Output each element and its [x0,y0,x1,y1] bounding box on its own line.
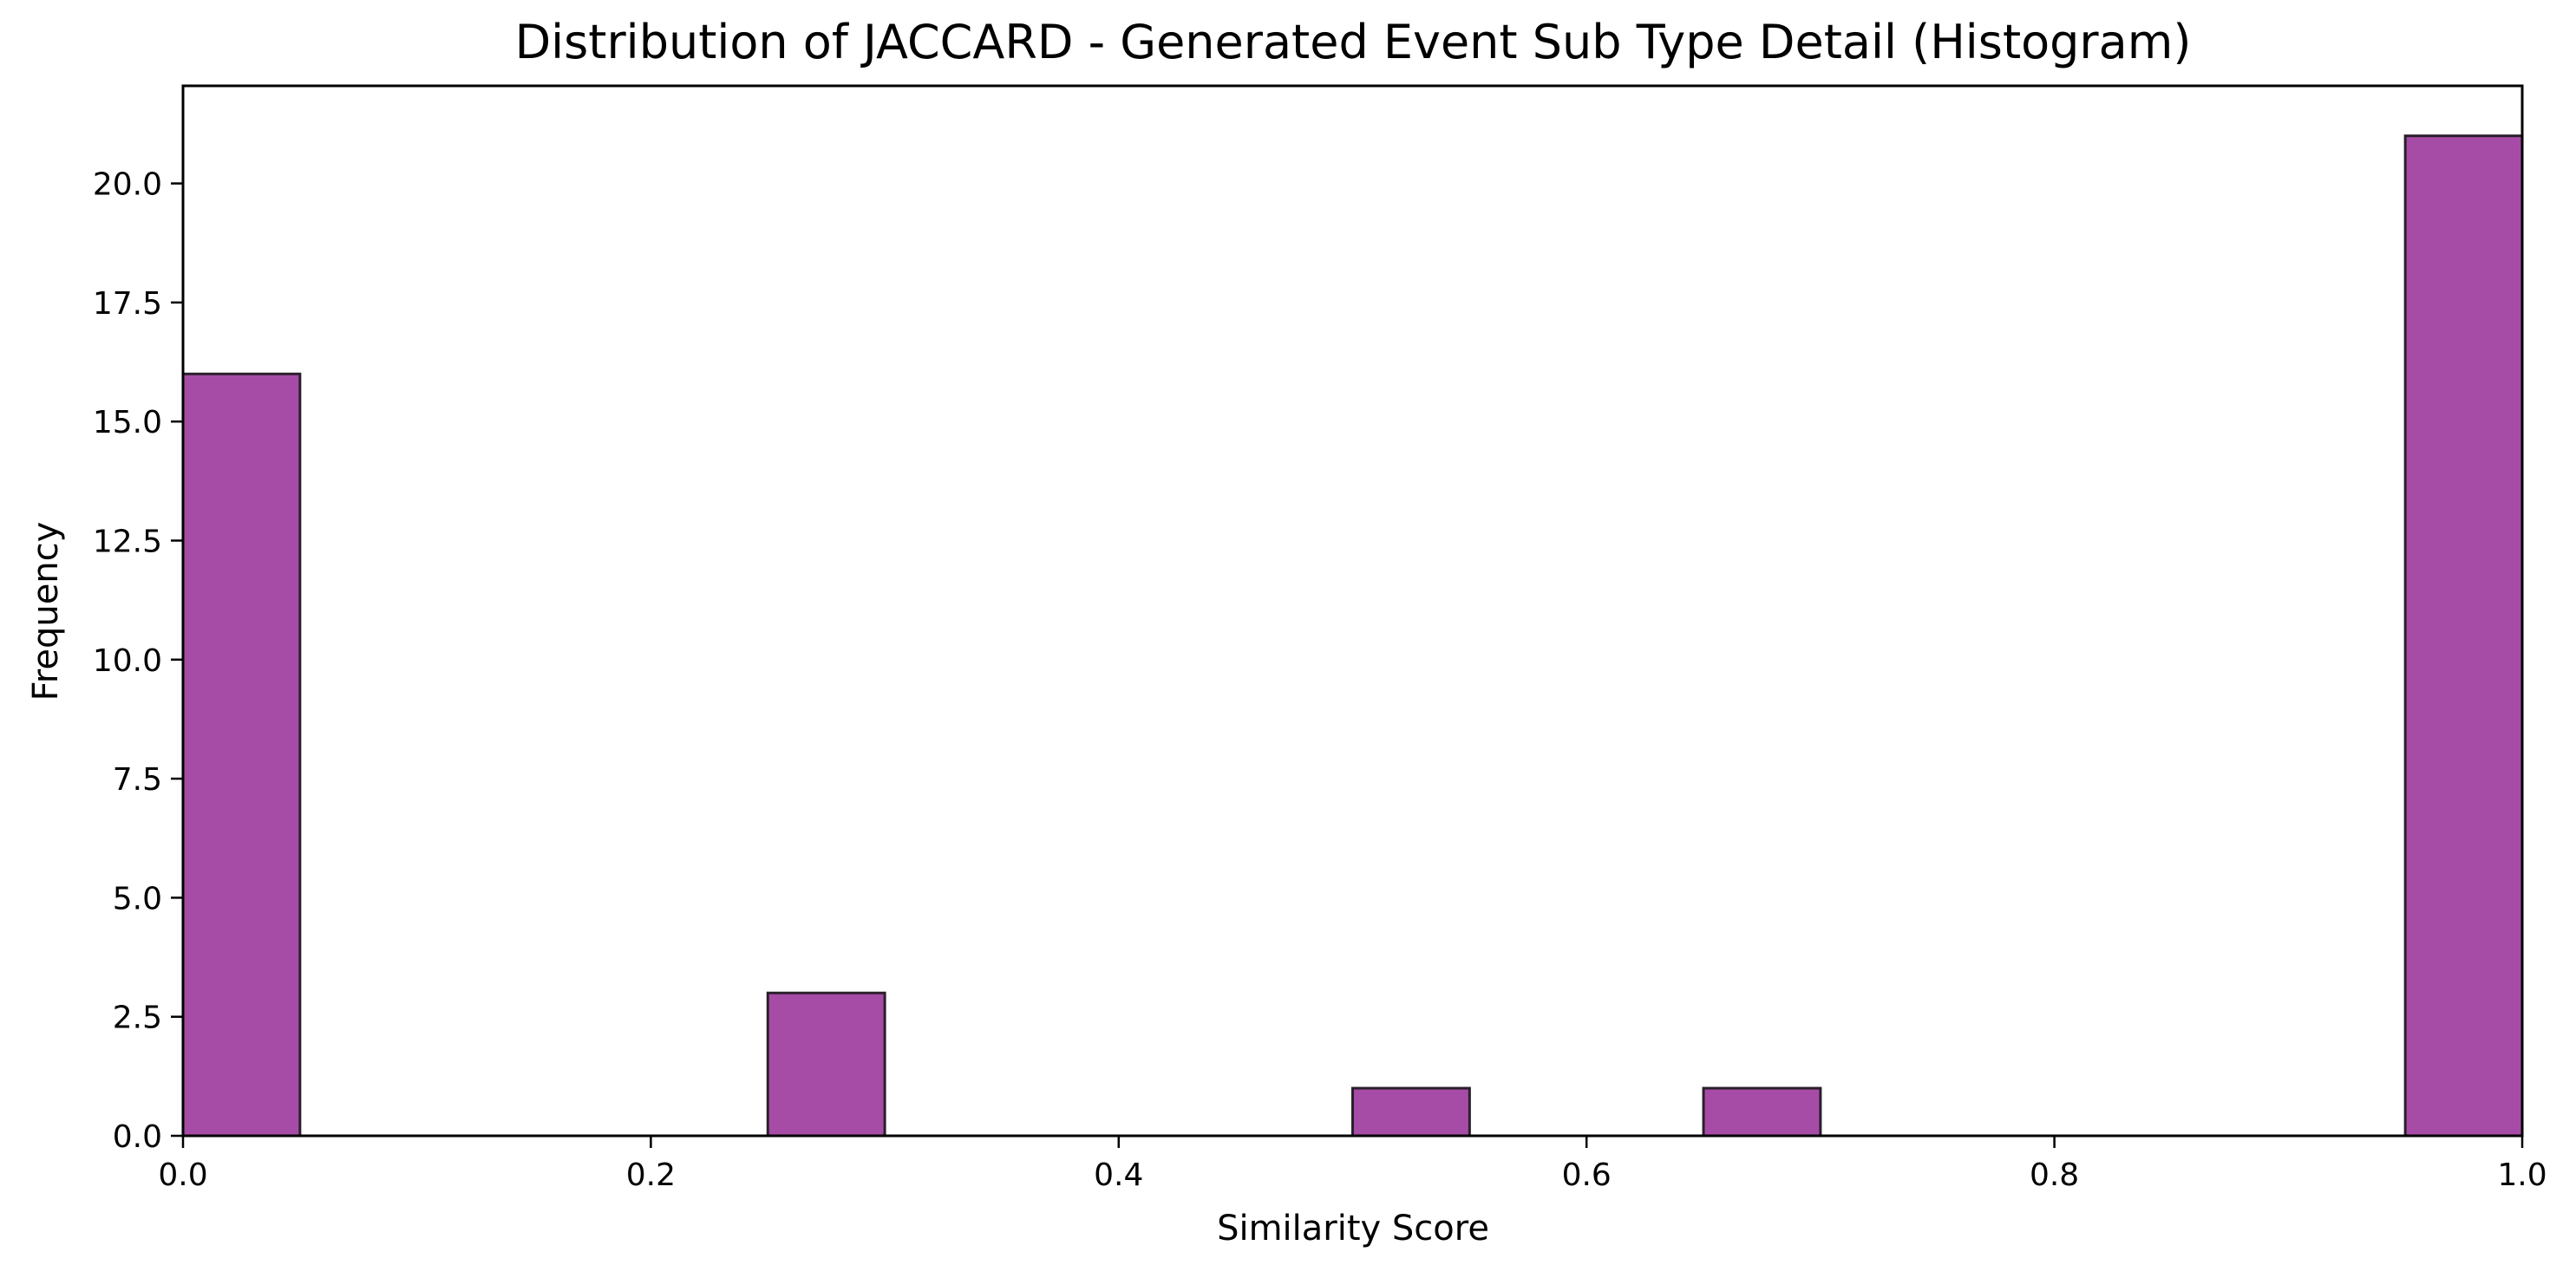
y-tick-label-7: 17.5 [93,286,162,322]
histogram-bar-2 [1351,1086,1471,1138]
plot-frame [181,84,2524,1138]
x-tick-label-3: 0.6 [1562,1157,1612,1193]
y-axis-ticks: 0.0 2.5 5.0 7.5 10.0 12.5 15.0 17.5 20.0 [93,167,183,1155]
y-tick-label-2: 5.0 [113,881,162,916]
y-tick-label-4: 10.0 [93,643,162,679]
x-tick-label-1: 0.2 [626,1157,676,1193]
x-axis-label: Similarity Score [1217,1209,1489,1249]
x-tick-label-5: 1.0 [2497,1157,2547,1193]
histogram-bar-0 [181,372,302,1138]
y-axis-label: Frequency [26,522,66,701]
x-tick-label-4: 0.8 [2030,1157,2079,1193]
histogram-bar-1 [766,991,886,1138]
y-tick-label-1: 2.5 [113,1001,162,1036]
y-tick-label-0: 0.0 [113,1119,162,1155]
chart-title: Distribution of JACCARD - Generated Even… [515,15,2192,69]
y-tick-label-6: 15.0 [93,405,162,440]
x-axis-ticks: 0.0 0.2 0.4 0.6 0.8 1.0 [158,1136,2547,1193]
x-tick-label-0: 0.0 [158,1157,207,1193]
bars-group [181,134,2524,1138]
y-tick-label-3: 7.5 [113,762,162,798]
y-tick-label-8: 20.0 [93,167,162,203]
histogram-bar-4 [2403,134,2524,1138]
x-tick-label-2: 0.4 [1094,1157,1143,1193]
y-tick-label-5: 12.5 [93,524,162,559]
histogram-bar-3 [1702,1086,1822,1138]
